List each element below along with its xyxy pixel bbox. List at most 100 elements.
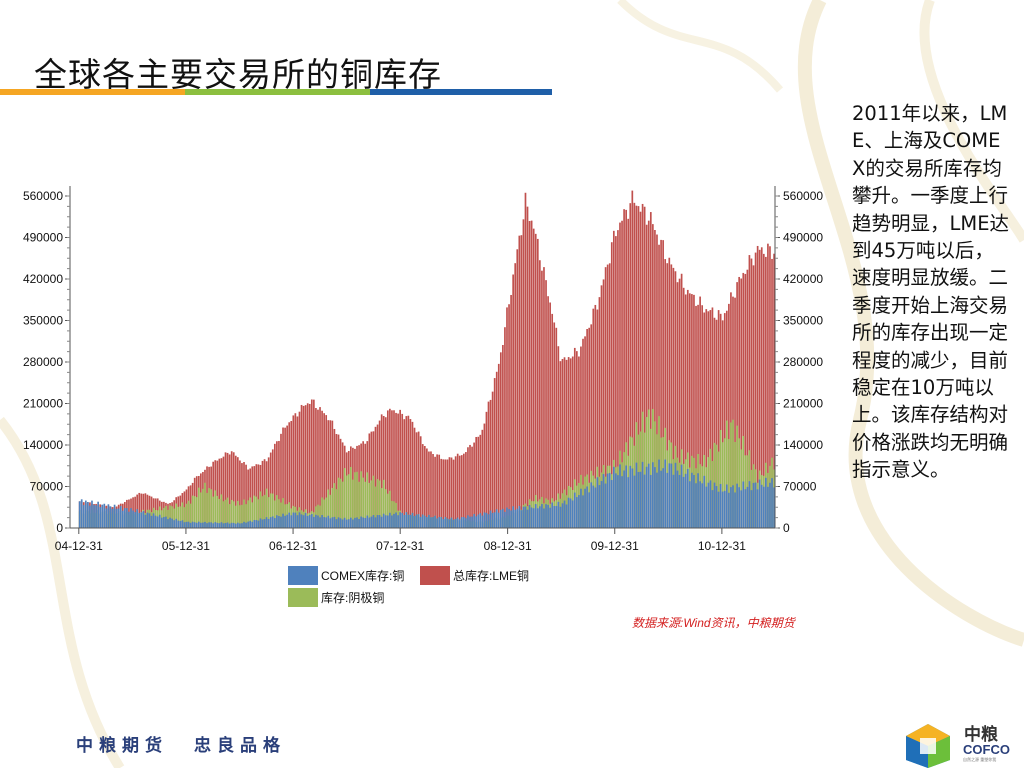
bar-shfe bbox=[738, 438, 740, 528]
bar-comex bbox=[637, 472, 640, 528]
bar-lme bbox=[290, 420, 293, 528]
y-tick-label-right: 420000 bbox=[783, 272, 823, 286]
bar-lme bbox=[769, 246, 771, 528]
bar-shfe bbox=[255, 496, 258, 528]
bar-shfe bbox=[169, 505, 171, 528]
bar-comex bbox=[95, 505, 97, 528]
bar-lme bbox=[329, 420, 332, 528]
bar-comex bbox=[450, 517, 453, 528]
bar-lme bbox=[713, 317, 716, 528]
bar-comex bbox=[310, 514, 313, 528]
bar-comex bbox=[649, 474, 652, 528]
bar-comex bbox=[103, 503, 106, 528]
bar-comex bbox=[512, 506, 514, 528]
bar-comex bbox=[362, 517, 365, 528]
bar-comex bbox=[473, 513, 475, 528]
bar-comex bbox=[245, 522, 247, 528]
bar-lme bbox=[386, 410, 389, 528]
bar-lme bbox=[691, 294, 693, 528]
bar-comex bbox=[536, 508, 539, 528]
bar-comex bbox=[395, 512, 397, 528]
bar-lme bbox=[516, 249, 519, 528]
bar-comex bbox=[175, 518, 178, 528]
bar-comex bbox=[725, 484, 728, 528]
bar-comex bbox=[319, 517, 321, 528]
bar-lme bbox=[717, 310, 720, 528]
bar-comex bbox=[163, 516, 165, 528]
bar-shfe bbox=[341, 481, 344, 528]
bar-lme bbox=[426, 448, 428, 528]
bar-comex bbox=[598, 485, 601, 528]
bar-shfe bbox=[280, 502, 282, 528]
bar-comex bbox=[643, 474, 646, 528]
bar-comex bbox=[721, 491, 724, 528]
bar-shfe bbox=[352, 479, 354, 528]
bar-comex bbox=[460, 517, 463, 528]
bar-comex bbox=[695, 483, 697, 528]
bar-shfe bbox=[267, 497, 270, 528]
bar-comex bbox=[654, 467, 656, 528]
bar-lme bbox=[576, 351, 578, 528]
bar-lme bbox=[308, 403, 311, 528]
bar-lme bbox=[750, 258, 753, 528]
bar-comex bbox=[602, 474, 605, 528]
bar-lme bbox=[610, 242, 613, 528]
bar-comex bbox=[115, 508, 118, 528]
bar-lme bbox=[282, 427, 284, 528]
data-source-note: 数据来源:Wind资讯，中粮期货 bbox=[632, 616, 795, 630]
bar-comex bbox=[719, 483, 722, 528]
bar-comex bbox=[150, 515, 153, 528]
bar-lme bbox=[742, 272, 745, 528]
bar-shfe bbox=[232, 501, 235, 528]
bar-lme bbox=[138, 492, 141, 528]
bar-lme bbox=[255, 464, 258, 528]
bar-comex bbox=[173, 520, 175, 528]
bar-lme bbox=[228, 454, 231, 528]
bar-comex bbox=[633, 475, 636, 528]
bar-lme bbox=[294, 413, 297, 528]
bar-comex bbox=[481, 515, 484, 528]
bar-lme bbox=[407, 415, 410, 528]
bar-comex bbox=[471, 516, 473, 528]
bar-lme bbox=[639, 211, 642, 528]
bar-lme bbox=[715, 319, 718, 528]
bar-lme bbox=[232, 452, 235, 528]
bar-shfe bbox=[208, 488, 210, 528]
bar-lme bbox=[760, 247, 763, 529]
bar-comex bbox=[142, 511, 145, 528]
bar-lme bbox=[555, 327, 558, 528]
bar-lme bbox=[586, 329, 588, 528]
bar-shfe bbox=[740, 449, 743, 528]
bar-lme bbox=[532, 228, 535, 528]
bar-comex bbox=[421, 514, 424, 528]
bar-lme bbox=[220, 458, 223, 528]
bar-comex bbox=[767, 486, 769, 528]
bar-lme bbox=[257, 464, 260, 528]
bar-shfe bbox=[730, 422, 732, 528]
bar-comex bbox=[374, 517, 377, 528]
bar-lme bbox=[296, 416, 299, 528]
bar-comex bbox=[676, 470, 679, 528]
bar-lme bbox=[471, 446, 473, 528]
bar-comex bbox=[247, 521, 249, 528]
bar-lme bbox=[448, 457, 451, 528]
bar-comex bbox=[93, 504, 95, 528]
bar-comex bbox=[140, 512, 143, 528]
bar-lme bbox=[676, 282, 679, 528]
bar-comex bbox=[543, 508, 545, 528]
bar-lme bbox=[563, 357, 566, 528]
bar-shfe bbox=[265, 488, 268, 528]
bar-shfe bbox=[230, 499, 233, 528]
bar-lme bbox=[621, 220, 623, 528]
bar-shfe bbox=[358, 481, 360, 528]
bar-lme bbox=[300, 404, 303, 528]
bar-lme bbox=[596, 309, 599, 528]
bar-lme bbox=[666, 263, 669, 528]
bar-comex bbox=[746, 486, 749, 528]
bar-comex bbox=[612, 466, 615, 528]
bar-lme bbox=[430, 451, 432, 528]
bar-lme bbox=[450, 457, 453, 528]
bar-lme bbox=[709, 310, 712, 528]
bar-lme bbox=[693, 294, 695, 528]
bar-comex bbox=[413, 516, 416, 528]
